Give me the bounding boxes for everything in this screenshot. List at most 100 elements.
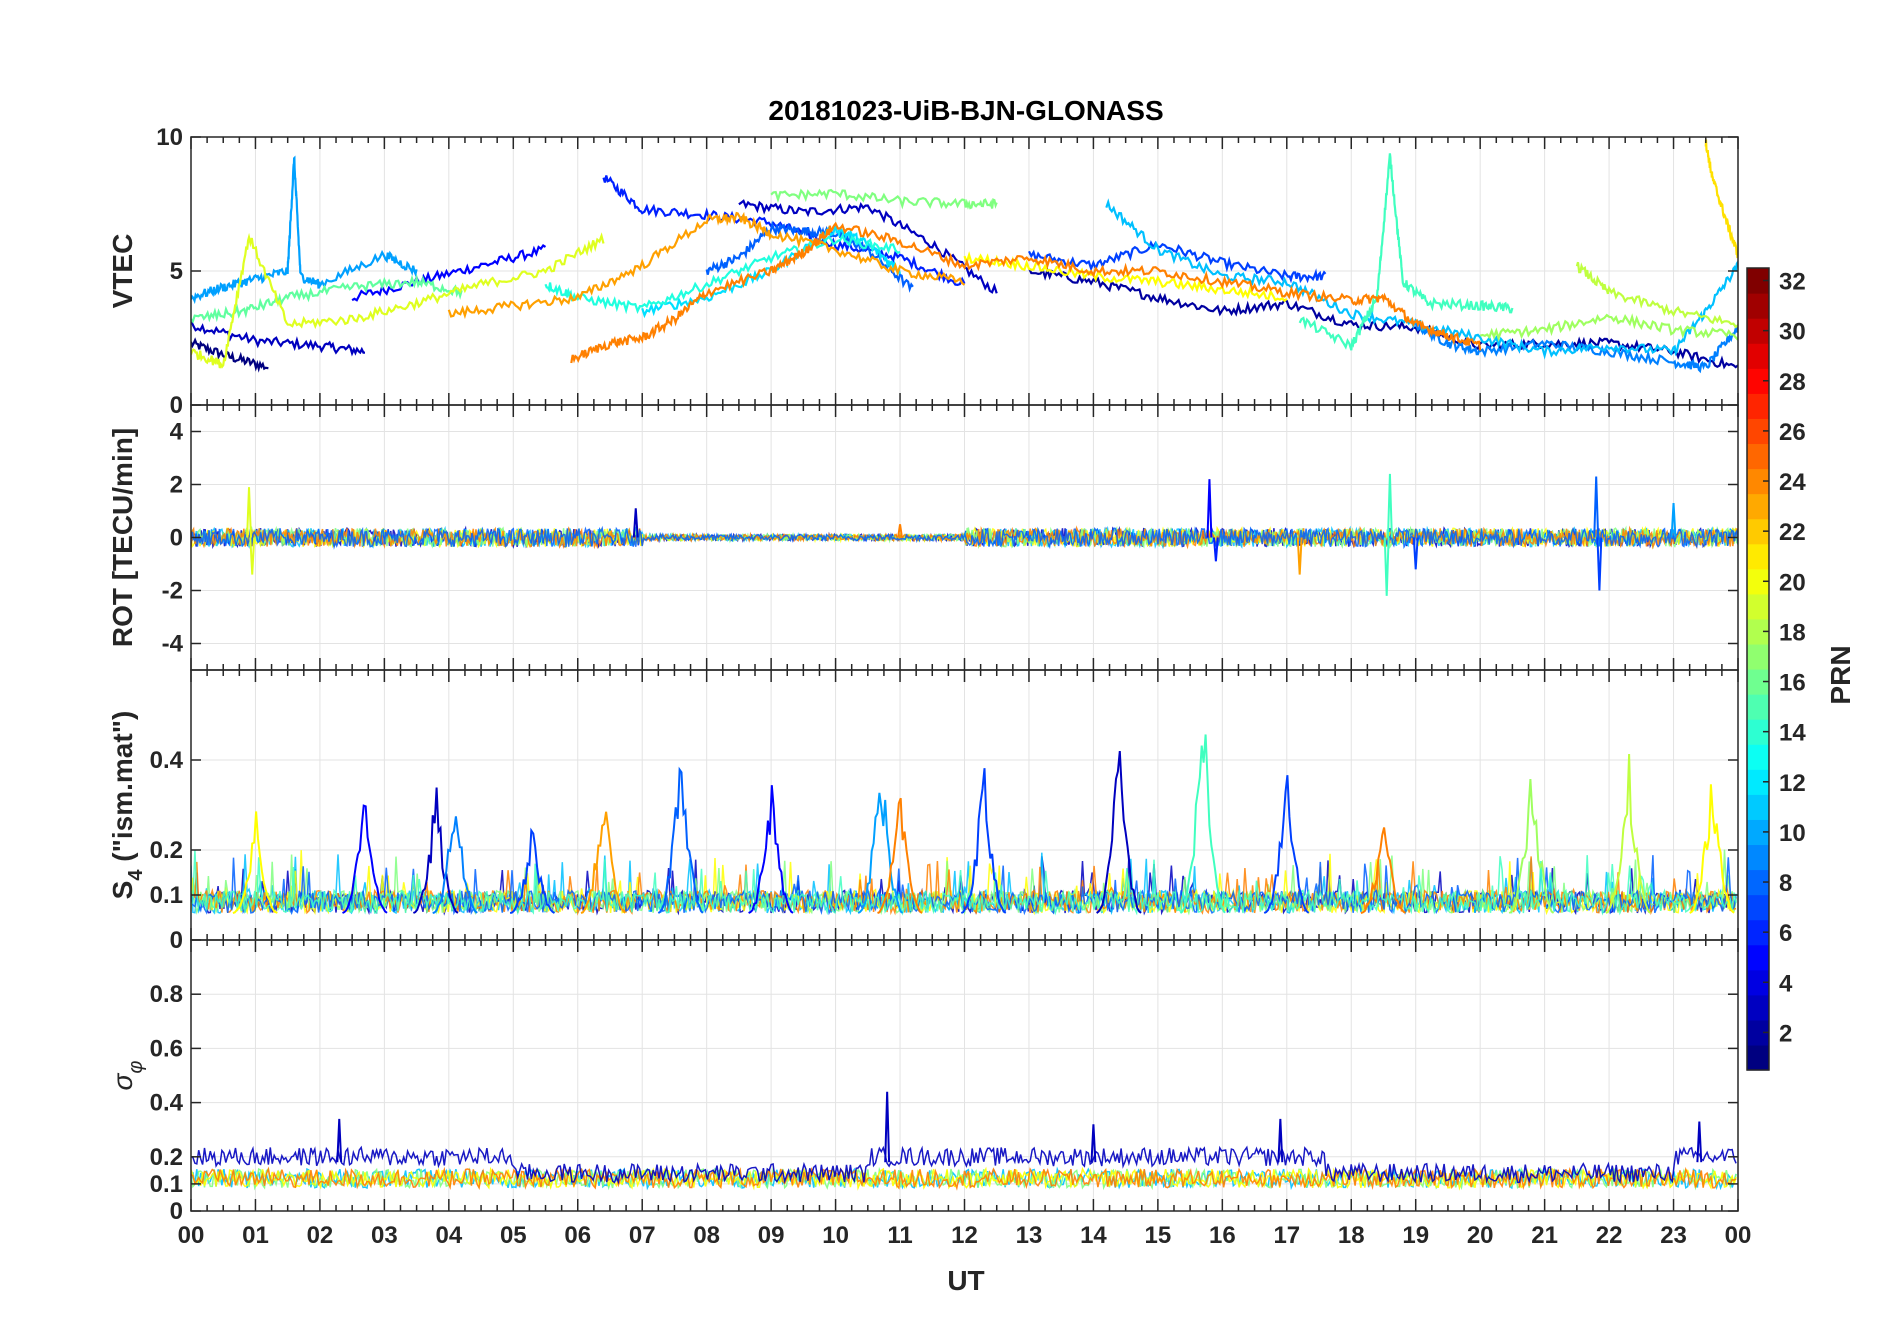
vtec-series-prn-3 [351,244,547,302]
ylabel-main: S [107,881,138,900]
x-tick-label: 04 [435,1222,462,1249]
colorbar-tick-label: 4 [1779,970,1793,997]
x-tick-label: 06 [564,1222,591,1249]
sigma-spike [884,1091,891,1163]
x-tick-label: 18 [1338,1222,1365,1249]
s4-peak [877,797,923,914]
x-tick-label: 05 [500,1222,527,1249]
vtec-series-prn-2 [191,319,365,357]
colorbar-tick-label: 24 [1779,469,1806,496]
rot-spike [249,537,256,575]
vtec-series-prn-20 [963,251,1288,303]
x-tick-label: 02 [307,1222,334,1249]
rot-spike [1383,537,1390,596]
colorbar-segment [1747,869,1769,896]
vtec-series-prn-23 [447,211,966,320]
vtec-series-prn-6 [1028,240,1327,284]
s4-peak [1360,827,1406,914]
rot-spike [632,508,639,538]
y-tick-label: 0.4 [150,747,184,774]
colorbar-segment [1747,468,1769,495]
s4-trace [191,849,1737,916]
s4-peak [1508,779,1555,914]
x-tick-label: 03 [371,1222,398,1249]
ylabel-main: σ [107,1072,138,1090]
vtec-series-prn-11 [1105,198,1738,360]
colorbar-tick-label: 8 [1779,870,1792,897]
s4-peak [657,766,704,914]
rot-spike [1412,537,1419,570]
colorbar-label: PRN [1825,645,1856,704]
x-tick-label: 01 [242,1222,269,1249]
y-tick-label: 4 [170,419,184,446]
y-tick-label: 2 [170,472,183,499]
colorbar-tick-label: 26 [1779,419,1806,446]
x-tick-label: 08 [693,1222,720,1249]
sigma-trace [191,1145,1737,1185]
colorbar-segment [1747,669,1769,695]
s4-peak [342,804,388,914]
colorbar-tick-label: 28 [1779,369,1806,396]
vtec-series-prn-8 [705,220,914,293]
colorbar-segment [1747,343,1769,369]
panel-sigma_phi: 00.10.2 0.4 0.6 0.8 σφ [107,939,1739,1225]
vtec-series-prn-14 [1298,153,1514,351]
colorbar-tick-label: 18 [1779,619,1806,646]
panel-rot: -4 -2 0 2 4 ROT [TECU/min] [107,404,1739,671]
y-axis-label-rot: ROT [TECU/min] [107,428,138,647]
x-tick-label: 21 [1531,1222,1558,1249]
y-tick-label: 0.2 [150,1144,183,1171]
colorbar-frame [1746,267,1770,1071]
colorbar-segment [1747,543,1769,570]
colorbar-tick-label: 6 [1779,920,1792,947]
colorbar-segment [1747,368,1769,394]
vtec-series-prn-13 [544,233,901,315]
sigma-spike [1277,1118,1284,1163]
y-tick-label: 0.8 [150,981,183,1008]
vtec-series-prn-4 [738,199,998,294]
x-tick-label: 00 [178,1222,205,1249]
colorbar-segment [1747,919,1769,946]
x-tick-label: 19 [1402,1222,1429,1249]
colorbar-tick-label: 16 [1779,670,1806,697]
x-tick-label: 23 [1660,1222,1687,1249]
colorbar-segment [1747,894,1769,921]
ylabel-sub: φ [125,1061,147,1074]
colorbar-segment [1747,944,1769,971]
colorbar-segment [1747,493,1769,520]
y-tick-label: 10 [156,124,183,151]
s4-peak [1096,751,1142,914]
y-axis-label-sigma_phi: σφ [107,1061,147,1091]
y-tick-label: 0.2 [150,837,183,864]
y-tick-label: 0 [170,392,183,419]
x-tick-label: 13 [1016,1222,1043,1249]
sigma_phi-data [191,1091,1737,1191]
s4-data [191,734,1737,916]
x-tick-label: 15 [1145,1222,1172,1249]
colorbar-tick-label: 20 [1779,569,1806,596]
x-tick-label: 00 [1725,1222,1752,1249]
colorbar-segment [1747,593,1769,620]
colorbar-segment [1747,268,1769,294]
sigma-spike [336,1118,343,1163]
s4-peak [1263,775,1310,914]
s4-peak [1689,784,1735,914]
colorbar-segment [1747,318,1769,344]
x-tick-label: 17 [1273,1222,1300,1249]
colorbar-segment [1747,694,1769,720]
y-tick-label: 0 [170,525,183,552]
colorbar-segment [1747,643,1769,670]
rot-spike [1386,473,1393,538]
rot-trace [191,525,1738,550]
colorbar-tick-label: 22 [1779,519,1806,546]
x-axis-label: UT [947,1265,984,1296]
colorbar-segment [1747,393,1769,419]
rot-spike [1212,537,1219,562]
colorbar-segment [1747,618,1769,645]
s4-peak [412,787,459,914]
s4-peak [857,792,904,914]
s4-peak [232,811,278,914]
colorbar-tick-label: 32 [1779,269,1806,296]
y-tick-label: -4 [162,631,184,658]
